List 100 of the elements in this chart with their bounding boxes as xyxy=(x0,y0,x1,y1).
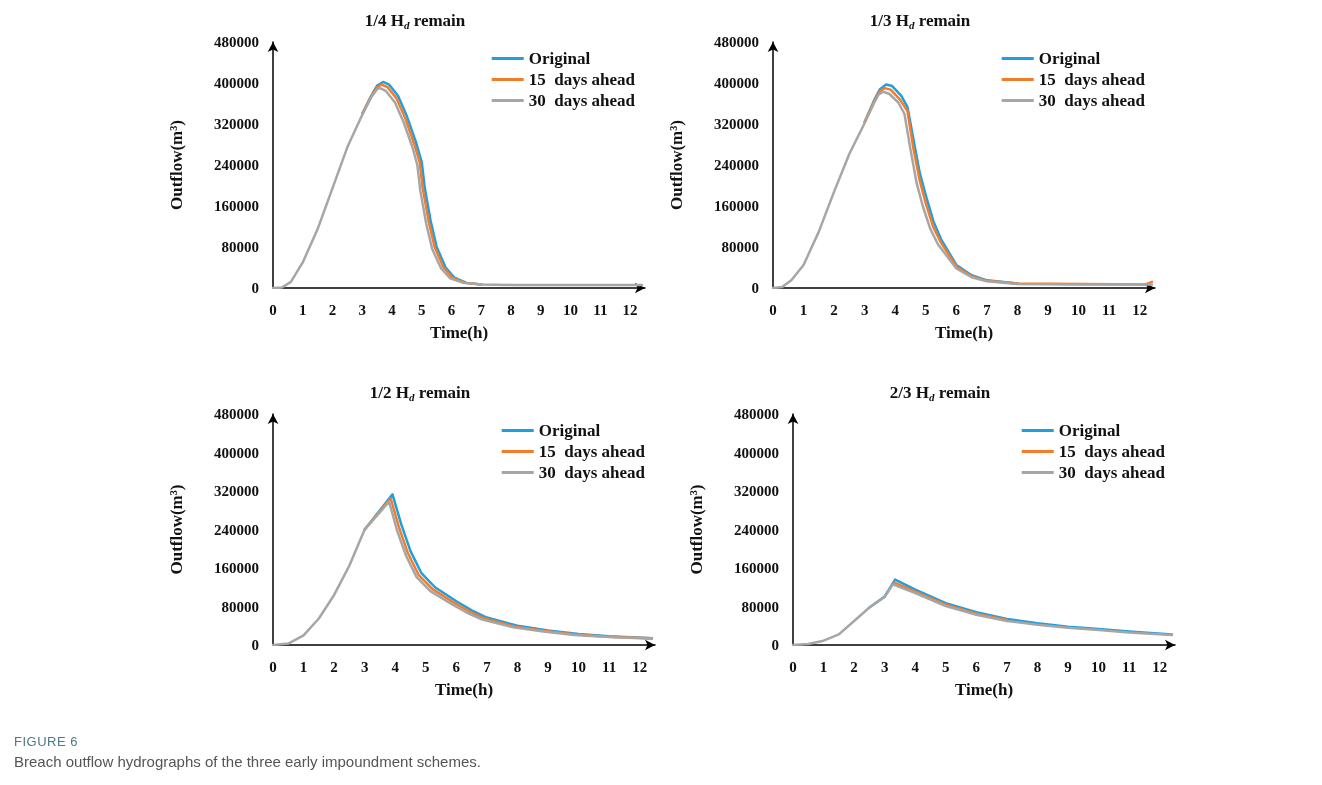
x-tick-label: 1 xyxy=(819,658,828,675)
y-axis-title: Outflow(m³) xyxy=(667,119,686,211)
y-axis-title: Outflow(m³) xyxy=(687,484,706,575)
x-tick-label: 7 xyxy=(1003,658,1012,675)
x-tick-label: 9 xyxy=(544,658,552,675)
x-tick-label: 0 xyxy=(269,658,277,675)
x-tick-label: 2 xyxy=(830,301,838,318)
x-tick-label: 12 xyxy=(622,301,638,318)
y-tick-label: 0 xyxy=(751,280,759,296)
x-tick-label: 6 xyxy=(447,301,456,318)
y-tick-label: 80000 xyxy=(721,239,759,255)
x-tick-label: 11 xyxy=(1122,658,1137,675)
x-tick-label: 4 xyxy=(391,658,400,675)
x-axis-title: Time(h) xyxy=(934,323,994,342)
x-tick-label: 10 xyxy=(571,658,587,675)
y-tick-label: 160000 xyxy=(714,198,759,214)
y-tick-label: 400000 xyxy=(714,75,759,91)
x-tick-label: 6 xyxy=(972,658,981,675)
legend-label: 15 days ahead xyxy=(1038,70,1146,89)
y-tick-label: 400000 xyxy=(214,444,259,461)
text: Breach outflow hydrographs of the three early impoundment schemes. xyxy=(14,753,481,770)
x-tick-label: 6 xyxy=(952,301,961,318)
x-tick-label: 1 xyxy=(299,658,308,675)
y-tick-label: 80000 xyxy=(741,598,779,615)
x-tick-label: 11 xyxy=(593,301,608,318)
x-axis-title: Time(h) xyxy=(434,680,494,699)
y-tick-label: 480000 xyxy=(214,406,259,422)
y-axis-title: Outflow(m³) xyxy=(167,119,186,211)
x-tick-label: 8 xyxy=(1033,658,1042,675)
x-tick-label: 9 xyxy=(1044,301,1052,318)
y-tick-label: 320000 xyxy=(214,483,259,499)
y-axis-title: Outflow(m³) xyxy=(167,484,186,575)
y-tick-label: 240000 xyxy=(214,521,259,538)
x-tick-label: 1 xyxy=(799,301,808,318)
y-tick-label: 160000 xyxy=(214,560,259,576)
y-tick-label: 80000 xyxy=(221,239,259,255)
x-tick-label: 5 xyxy=(418,301,426,318)
y-tick-label: 240000 xyxy=(214,157,259,173)
x-tick-label: 5 xyxy=(942,658,950,675)
x-tick-label: 5 xyxy=(422,658,430,675)
legend-label: 15 days ahead xyxy=(528,70,636,89)
y-tick-label: 400000 xyxy=(734,444,779,461)
legend-label: Original xyxy=(528,49,591,68)
legend-label: 30 days ahead xyxy=(1038,91,1146,110)
x-tick-label: 5 xyxy=(922,301,930,318)
legend-label: 30 days ahead xyxy=(538,463,646,482)
x-tick-label: 4 xyxy=(911,658,920,675)
y-tick-label: 240000 xyxy=(714,157,759,173)
x-tick-label: 10 xyxy=(563,301,579,318)
x-tick-label: 8 xyxy=(507,301,515,318)
x-tick-label: 10 xyxy=(1091,658,1107,675)
legend-label: 30 days ahead xyxy=(528,91,636,110)
y-tick-label: 0 xyxy=(771,637,779,653)
legend-label: Original xyxy=(1058,421,1121,440)
x-tick-label: 2 xyxy=(330,658,338,675)
x-tick-label: 11 xyxy=(1102,301,1117,318)
y-tick-label: 320000 xyxy=(214,116,259,132)
y-tick-label: 400000 xyxy=(214,75,259,91)
x-tick-label: 12 xyxy=(632,658,648,675)
x-tick-label: 4 xyxy=(891,301,900,318)
y-tick-label: 160000 xyxy=(214,198,259,214)
x-tick-label: 12 xyxy=(1132,301,1148,318)
x-tick-label: 8 xyxy=(1013,301,1022,318)
x-tick-label: 9 xyxy=(537,301,545,318)
legend-label: Original xyxy=(538,421,601,440)
x-tick-label: 11 xyxy=(602,658,617,675)
x-tick-label: 7 xyxy=(983,301,992,318)
x-tick-label: 1 xyxy=(299,301,307,318)
legend-label: 30 days ahead xyxy=(1058,463,1166,482)
x-tick-label: 6 xyxy=(452,658,461,675)
x-tick-label: 0 xyxy=(789,658,797,675)
x-tick-label: 12 xyxy=(1152,658,1168,675)
x-tick-label: 4 xyxy=(388,301,397,318)
legend-label: 15 days ahead xyxy=(1058,442,1166,461)
x-tick-label: 8 xyxy=(513,658,522,675)
x-tick-label: 7 xyxy=(477,301,486,318)
legend-label: Original xyxy=(1038,49,1101,68)
y-tick-label: 160000 xyxy=(734,560,779,576)
y-tick-label: 0 xyxy=(251,280,259,296)
x-tick-label: 7 xyxy=(483,658,492,675)
x-tick-label: 3 xyxy=(860,301,869,318)
y-tick-label: 320000 xyxy=(734,483,779,499)
x-tick-label: 2 xyxy=(328,301,337,318)
x-axis-title: Time(h) xyxy=(429,323,489,342)
y-tick-label: 480000 xyxy=(734,406,779,422)
y-tick-label: 80000 xyxy=(221,598,259,615)
x-axis-title: Time(h) xyxy=(954,680,1014,699)
y-tick-label: 0 xyxy=(251,637,259,653)
y-tick-label: 240000 xyxy=(734,521,779,538)
x-tick-label: 9 xyxy=(1064,658,1072,675)
x-tick-label: 3 xyxy=(880,658,889,675)
y-tick-label: 480000 xyxy=(214,34,259,50)
y-tick-label: 320000 xyxy=(714,116,759,132)
x-tick-label: 0 xyxy=(269,301,277,318)
y-tick-label: 480000 xyxy=(714,34,759,50)
x-tick-label: 2 xyxy=(850,658,858,675)
x-tick-label: 10 xyxy=(1071,301,1087,318)
legend-label: 15 days ahead xyxy=(538,442,646,461)
x-tick-label: 3 xyxy=(358,301,367,318)
caption: FIGURE 6 xyxy=(14,734,79,749)
